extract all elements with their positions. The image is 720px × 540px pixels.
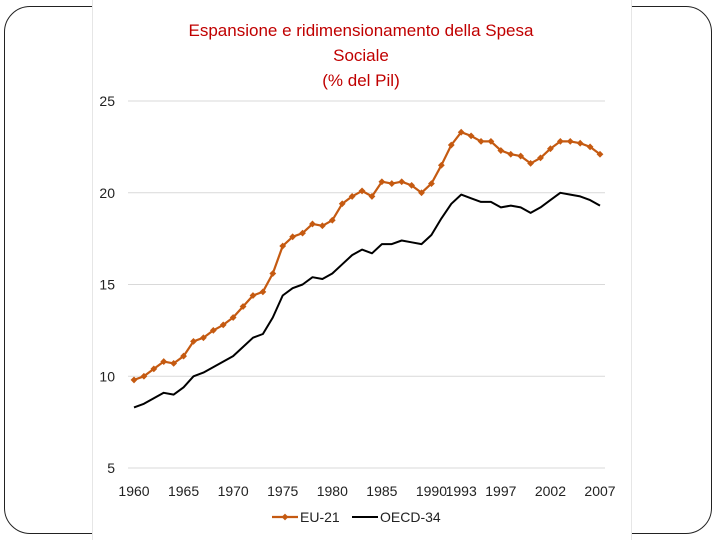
- data-point-eu-21-1968: [209, 326, 217, 334]
- data-point-eu-21-1967: [200, 334, 207, 342]
- chart-title-line-2: Sociale: [333, 46, 389, 65]
- data-point-eu-21-1983: [358, 187, 366, 195]
- data-point-eu-21-1963: [160, 358, 168, 365]
- data-point-eu-21-1971: [239, 303, 247, 310]
- data-point-eu-21-1972: [249, 292, 257, 299]
- x-tick-label-1997: 1997: [485, 483, 516, 499]
- x-tick-label-1970: 1970: [218, 483, 249, 499]
- data-point-eu-21-2003: [556, 137, 564, 145]
- data-point-eu-21-1979: [318, 222, 326, 230]
- y-tick-label-10: 10: [99, 368, 115, 384]
- y-tick-label-15: 15: [99, 277, 115, 293]
- data-point-eu-21-2000: [527, 159, 534, 167]
- data-point-eu-21-2006: [586, 143, 594, 151]
- data-point-eu-21-1995: [477, 137, 485, 145]
- data-point-eu-21-1970: [229, 314, 237, 321]
- data-point-eu-21-1960: [130, 376, 138, 384]
- data-point-eu-21-1991: [437, 161, 445, 169]
- data-point-eu-21-1966: [190, 337, 197, 345]
- chart-title-line-1: Espansione e ridimensionamento della Spe…: [188, 21, 534, 40]
- data-point-eu-21-1982: [348, 193, 356, 200]
- x-tick-label-1985: 1985: [366, 483, 397, 499]
- data-point-eu-21-1990: [428, 180, 435, 187]
- data-point-eu-21-1980: [328, 216, 336, 224]
- data-point-eu-21-1981: [338, 200, 346, 208]
- data-point-eu-21-1996: [487, 137, 495, 145]
- y-tick-label-5: 5: [107, 460, 115, 476]
- data-point-eu-21-2004: [566, 137, 574, 145]
- data-point-eu-21-1985: [378, 178, 386, 186]
- data-point-eu-21-1977: [299, 229, 306, 237]
- data-point-eu-21-1973: [259, 288, 267, 296]
- series-line-eu-21: [133, 131, 601, 381]
- x-tick-label-1960: 1960: [118, 483, 149, 499]
- data-point-eu-21-1962: [150, 365, 158, 373]
- data-point-eu-21-2007: [596, 150, 604, 158]
- x-tick-label-2007: 2007: [584, 483, 615, 499]
- data-point-eu-21-1993: [457, 128, 465, 136]
- data-point-eu-21-1965: [180, 352, 187, 360]
- x-tick-label-1990: 1990: [416, 483, 447, 499]
- data-point-eu-21-1992: [447, 141, 455, 149]
- data-point-eu-21-1997: [497, 147, 505, 154]
- series-line-oecd-34: [133, 191, 601, 409]
- data-point-eu-21-1999: [517, 152, 525, 160]
- data-point-eu-21-1994: [467, 132, 475, 140]
- data-point-eu-21-1984: [368, 193, 376, 200]
- x-tick-label-1993: 1993: [446, 483, 477, 499]
- y-tick-label-20: 20: [99, 185, 115, 201]
- legend-label-eu-21: EU-21: [300, 509, 340, 525]
- data-point-eu-21-1986: [388, 180, 396, 187]
- legend-swatch-eu-21-marker: [281, 513, 289, 521]
- data-point-eu-21-1961: [140, 372, 148, 380]
- data-point-eu-21-1975: [279, 242, 287, 250]
- x-tick-label-1965: 1965: [168, 483, 199, 499]
- data-point-eu-21-1978: [309, 220, 316, 228]
- x-tick-label-2002: 2002: [535, 483, 566, 499]
- x-tick-label-1980: 1980: [317, 483, 348, 499]
- data-point-eu-21-1988: [408, 182, 416, 189]
- data-point-eu-21-1987: [398, 178, 406, 186]
- data-point-eu-21-1969: [219, 321, 227, 329]
- y-tick-label-25: 25: [99, 93, 115, 109]
- chart-title-line-3: (% del Pil): [322, 71, 400, 90]
- data-point-eu-21-1976: [289, 233, 297, 241]
- legend-label-oecd-34: OECD-34: [380, 509, 441, 525]
- data-point-eu-21-1989: [418, 189, 425, 197]
- data-point-eu-21-1964: [170, 360, 178, 367]
- x-tick-label-1975: 1975: [267, 483, 298, 499]
- data-point-eu-21-2005: [576, 139, 584, 147]
- data-point-eu-21-1974: [269, 270, 277, 277]
- data-point-eu-21-1998: [507, 150, 515, 158]
- data-point-eu-21-2002: [547, 145, 554, 153]
- data-point-eu-21-2001: [537, 154, 544, 162]
- chart-panel: [92, 0, 632, 540]
